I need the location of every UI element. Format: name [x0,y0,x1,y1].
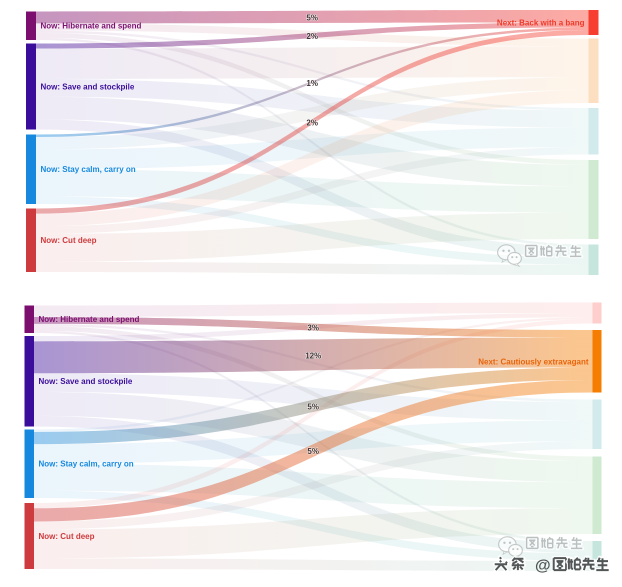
svg-text:Now: Cut deep: Now: Cut deep [39,532,95,541]
svg-text:2%: 2% [306,118,318,127]
svg-text:Now: Cut deep: Now: Cut deep [41,236,97,245]
svg-text:1%: 1% [306,79,318,88]
svg-text:Now: Hibernate and spend: Now: Hibernate and spend [41,22,142,31]
svg-text:Now: Save and stockpile: Now: Save and stockpile [39,377,133,386]
svg-text:12%: 12% [305,352,321,361]
svg-text:@: @ [535,558,551,575]
svg-text:Now: Stay calm, carry on: Now: Stay calm, carry on [39,460,134,469]
svg-text:5%: 5% [307,447,319,456]
svg-text:5%: 5% [307,403,319,412]
svg-text:2%: 2% [306,32,318,41]
svg-text:5%: 5% [306,13,318,22]
svg-text:Now: Hibernate and spend: Now: Hibernate and spend [39,315,140,324]
svg-text:3%: 3% [307,324,319,333]
svg-text:Now: Stay calm, carry on: Now: Stay calm, carry on [41,165,136,174]
svg-text:Next: Back with a bang: Next: Back with a bang [497,19,585,28]
svg-text:Next: Cautiously extravagant: Next: Cautiously extravagant [478,357,589,366]
svg-text:Now: Save and stockpile: Now: Save and stockpile [41,82,135,91]
